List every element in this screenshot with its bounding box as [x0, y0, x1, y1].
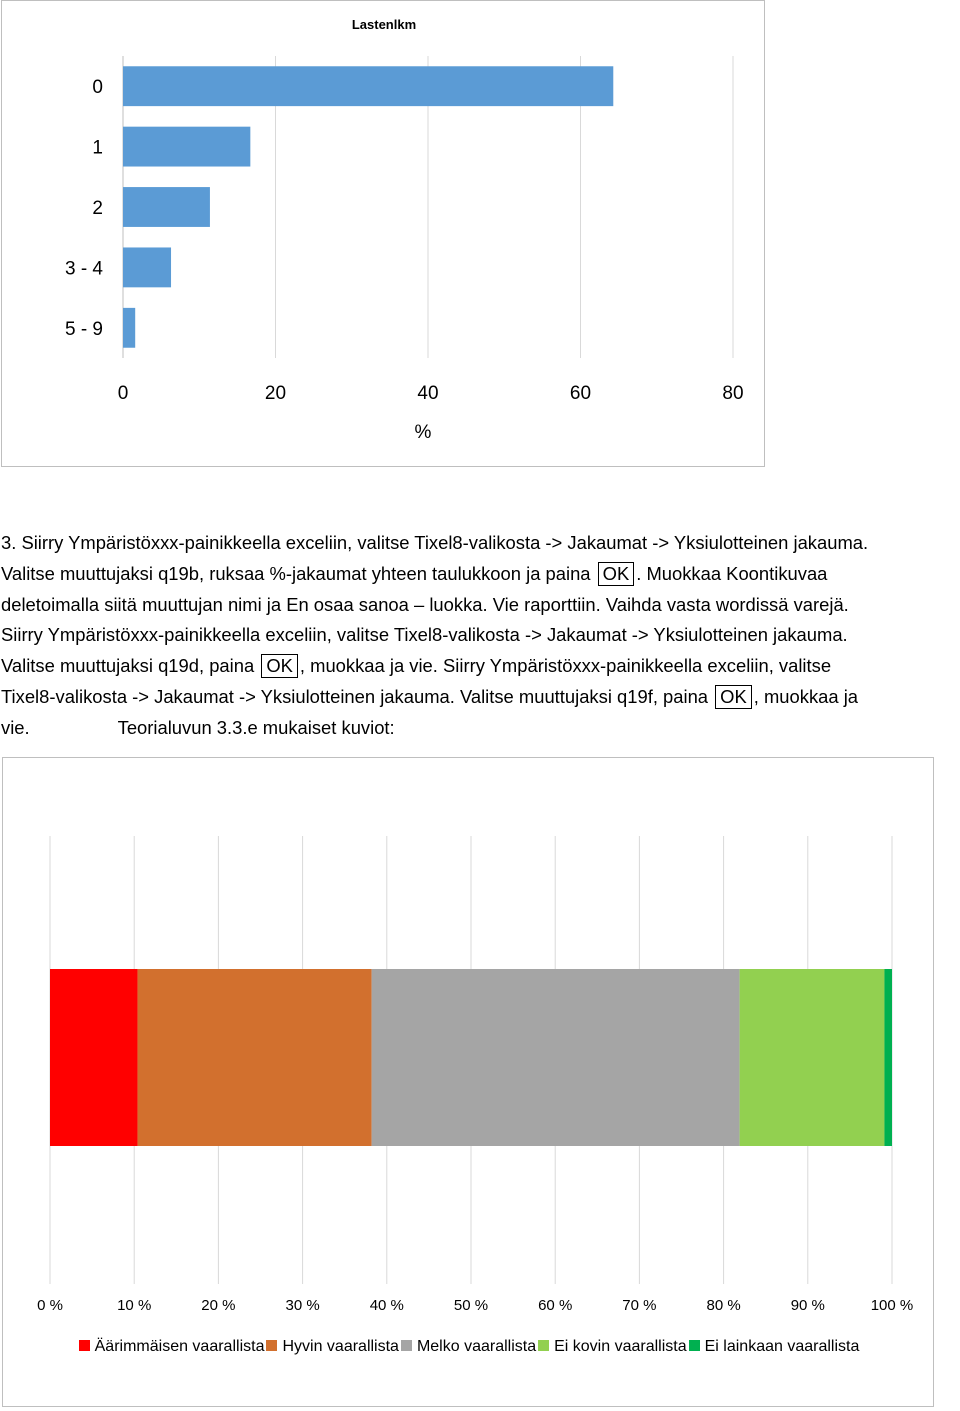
document-body: 3. Siirry Ympäristöxxx-painikkeella exce… — [1, 528, 959, 744]
x-tick-label: 20 % — [201, 1297, 235, 1314]
x-tick-label: 80 — [722, 383, 743, 404]
bar-segment — [137, 969, 372, 1146]
x-tick-label: 0 % — [37, 1297, 63, 1314]
chart-legend: Äärimmäisen vaarallista Hyvin vaarallista… — [3, 1338, 935, 1356]
legend-label: Hyvin vaarallista — [282, 1338, 399, 1355]
legend-item: Ei kovin vaarallista — [538, 1338, 687, 1356]
chart-lastenlkm: Lastenlkm 0 20 40 60 80% 0 1 2 3 - 4 5 - 9 — [1, 0, 765, 467]
doc-line-6: Tixel8-valikosta -> Jakaumat -> Yksiulot… — [1, 682, 959, 713]
bar-segment — [884, 969, 892, 1146]
y-tick-label: 5 - 9 — [65, 319, 103, 340]
bar — [123, 66, 614, 107]
legend-swatch — [688, 1340, 700, 1351]
doc-text-l4: Siirry Ympäristöxxx-painikkeella excelii… — [1, 624, 848, 646]
legend-swatch — [266, 1340, 278, 1351]
doc-text-l7a: vie. — [1, 716, 30, 738]
x-tick-label: 60 % — [538, 1297, 572, 1314]
legend-label: Melko vaarallista — [416, 1338, 537, 1355]
bar-segment — [739, 969, 885, 1146]
x-tick-label: 80 % — [706, 1297, 740, 1314]
doc-line-4: Siirry Ympäristöxxx-painikkeella excelii… — [1, 620, 959, 651]
chart-lastenlkm-plot: Lastenlkm 0 20 40 60 80% 0 1 2 3 - 4 5 - 9 — [65, 17, 744, 443]
bar-segment — [50, 969, 138, 1146]
bar — [123, 187, 210, 227]
doc-text-l7b: Teorialuvun 3.3.e mukaiset kuviot: — [117, 716, 395, 738]
doc-text-l6a: Tixel8-valikosta -> Jakaumat -> Yksiulot… — [1, 685, 709, 707]
y-tick-label: 2 — [92, 198, 103, 219]
doc-text-l6b: , muokkaa ja — [753, 685, 859, 707]
doc-text-l5b: , muokkaa ja vie. Siirry Ympäristöxxx-pa… — [299, 655, 832, 677]
x-tick-label: 0 — [118, 383, 129, 404]
legend-item: Melko vaarallista — [400, 1338, 537, 1356]
doc-text-l1: 3. Siirry Ympäristöxxx-painikkeella exce… — [1, 532, 869, 553]
bar — [123, 307, 136, 348]
legend-item: Äärimmäisen vaarallista — [78, 1338, 265, 1356]
legend-label: Äärimmäisen vaarallista — [94, 1338, 265, 1355]
x-tick-label: 70 % — [622, 1297, 656, 1314]
doc-line-2: Valitse muuttujaksi q19b, ruksaa %-jakau… — [1, 559, 959, 590]
y-tick-label: 0 — [92, 77, 103, 98]
chart-vaarallisuus: 0 % 10 % 20 % 30 % 40 % 50 % 60 % 70 % 80 % 90 % 1… — [2, 757, 934, 1407]
bar-segment — [371, 969, 740, 1146]
ok-button-label: OK — [597, 561, 635, 586]
doc-text-l2b: . Muokkaa Koontikuvaa — [636, 562, 828, 584]
doc-text-l3: deletoimalla siitä muuttujan nimi ja En … — [1, 593, 849, 615]
doc-text-l5a: Valitse muuttujaksi q19d, paina — [1, 655, 255, 677]
doc-line-3: deletoimalla siitä muuttujan nimi ja En … — [1, 590, 959, 621]
doc-line-1: 3. Siirry Ympäristöxxx-painikkeella exce… — [1, 528, 959, 559]
x-tick-label: 60 — [570, 383, 591, 404]
doc-text-l2a: Valitse muuttujaksi q19b, ruksaa %-jakau… — [1, 562, 591, 584]
x-axis-label: % — [415, 422, 432, 443]
x-tick-label: 20 — [265, 383, 286, 404]
x-tick-label: 50 % — [454, 1297, 488, 1314]
chart-vaarallisuus-plot: 0 % 10 % 20 % 30 % 40 % 50 % 60 % 70 % 80 % 90 % 1… — [37, 836, 914, 1314]
x-tick-label: 90 % — [791, 1297, 825, 1314]
legend-label: Ei kovin vaarallista — [554, 1338, 687, 1355]
legend-swatch — [400, 1340, 412, 1351]
legend-label: Ei lainkaan vaarallista — [704, 1338, 860, 1355]
x-tick-label: 100 % — [871, 1297, 914, 1314]
legend-item: Ei lainkaan vaarallista — [688, 1338, 860, 1356]
doc-line-5: Valitse muuttujaksi q19d, paina OK, muok… — [1, 651, 959, 682]
y-tick-label: 1 — [92, 138, 103, 159]
doc-line-7: vie. Teorialuvun 3.3.e mukaiset kuviot: — [1, 713, 959, 744]
x-tick-label: 30 % — [285, 1297, 319, 1314]
x-tick-label: 40 % — [370, 1297, 404, 1314]
x-tick-label: 10 % — [117, 1297, 151, 1314]
ok-button-label: OK — [715, 684, 752, 709]
legend-swatch — [538, 1340, 550, 1351]
chart-title: Lastenlkm — [352, 17, 416, 32]
legend-swatch — [78, 1340, 90, 1351]
bar — [123, 126, 251, 167]
y-tick-label: 3 - 4 — [65, 258, 103, 279]
legend-item: Hyvin vaarallista — [266, 1338, 399, 1356]
ok-button-label: OK — [261, 654, 298, 679]
bar — [123, 247, 172, 288]
x-tick-label: 40 — [417, 383, 438, 404]
